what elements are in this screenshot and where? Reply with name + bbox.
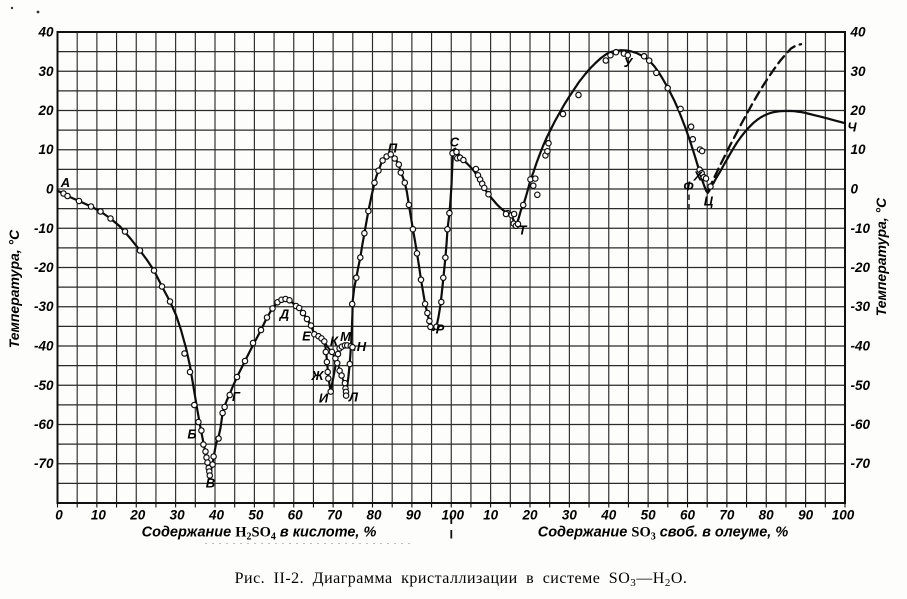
svg-text:10: 10 [38, 142, 54, 157]
svg-text:-40: -40 [851, 339, 871, 354]
svg-text:40: 40 [600, 508, 617, 523]
svg-text:Температура, °С: Температура, °С [6, 229, 22, 348]
svg-text:100: 100 [442, 508, 465, 523]
svg-text:0: 0 [851, 182, 859, 197]
svg-text:-70: -70 [851, 456, 871, 471]
svg-text:Содержание SO3 своб. в олеуме,: Содержание SO3 своб. в олеуме, % [538, 525, 789, 543]
svg-text:30: 30 [562, 508, 578, 523]
svg-text:-20: -20 [34, 260, 54, 275]
svg-text:20: 20 [521, 508, 538, 523]
svg-text:-30: -30 [851, 299, 871, 314]
svg-text:-50: -50 [34, 378, 54, 393]
svg-text:10: 10 [851, 142, 867, 157]
svg-text:20: 20 [37, 103, 54, 118]
svg-text:Р: Р [436, 322, 445, 337]
svg-text:80: 80 [366, 508, 382, 523]
svg-text:Ч: Ч [847, 120, 857, 135]
svg-text:В: В [206, 476, 215, 491]
svg-text:70: 70 [719, 508, 735, 523]
svg-text:60: 60 [288, 508, 304, 523]
svg-text:Ф: Ф [683, 179, 694, 194]
svg-text:Л: Л [348, 390, 359, 405]
svg-text:Х: Х [693, 169, 704, 184]
svg-text:-10: -10 [34, 221, 54, 236]
svg-text:Д: Д [279, 307, 290, 322]
svg-text:Е: Е [302, 329, 311, 344]
svg-text:Ц: Ц [704, 194, 714, 209]
svg-text:-20: -20 [851, 260, 871, 275]
svg-text:Рис. II-2. Диаграмма кристалли: Рис. II-2. Диаграмма кристаллизации в си… [235, 570, 688, 589]
svg-text:30: 30 [851, 64, 867, 79]
svg-text:Т: Т [519, 223, 528, 238]
svg-text:-60: -60 [851, 417, 871, 432]
svg-text:-60: -60 [34, 417, 54, 432]
svg-text:0: 0 [55, 508, 63, 523]
svg-text:-50: -50 [851, 378, 871, 393]
svg-text:К: К [330, 334, 339, 349]
svg-text:Температура, °С: Температура, °С [873, 197, 889, 316]
svg-text:50: 50 [641, 508, 657, 523]
svg-text:90: 90 [798, 508, 814, 523]
svg-text:40: 40 [208, 508, 225, 523]
svg-text:Н: Н [357, 339, 367, 354]
svg-text:100: 100 [832, 508, 855, 523]
svg-text:И: И [319, 391, 329, 406]
svg-text:П: П [388, 141, 398, 156]
svg-text:М: М [340, 329, 352, 344]
svg-text:-30: -30 [34, 299, 54, 314]
svg-text:У: У [624, 55, 634, 70]
svg-text:Содержание H2SO4 в кислоте, %: Содержание H2SO4 в кислоте, % [142, 525, 377, 543]
svg-text:40: 40 [37, 25, 54, 40]
svg-text:Б: Б [187, 427, 196, 442]
svg-text:Ж: Ж [310, 368, 324, 383]
svg-text:30: 30 [170, 508, 186, 523]
svg-text:-40: -40 [34, 339, 54, 354]
svg-text:20: 20 [850, 103, 867, 118]
svg-text:Г: Г [232, 389, 241, 404]
svg-text:70: 70 [327, 508, 343, 523]
svg-text:С: С [450, 135, 460, 150]
svg-text:20: 20 [129, 508, 146, 523]
svg-text:90: 90 [406, 508, 422, 523]
svg-text:10: 10 [483, 508, 499, 523]
svg-text:10: 10 [91, 508, 107, 523]
svg-text:60: 60 [680, 508, 696, 523]
svg-text:-10: -10 [851, 221, 871, 236]
svg-text:0: 0 [46, 182, 54, 197]
svg-text:50: 50 [248, 508, 264, 523]
svg-text:80: 80 [759, 508, 775, 523]
svg-text:А: А [60, 175, 70, 190]
svg-text:30: 30 [38, 64, 54, 79]
svg-text:40: 40 [850, 25, 867, 40]
svg-text:-70: -70 [34, 456, 54, 471]
